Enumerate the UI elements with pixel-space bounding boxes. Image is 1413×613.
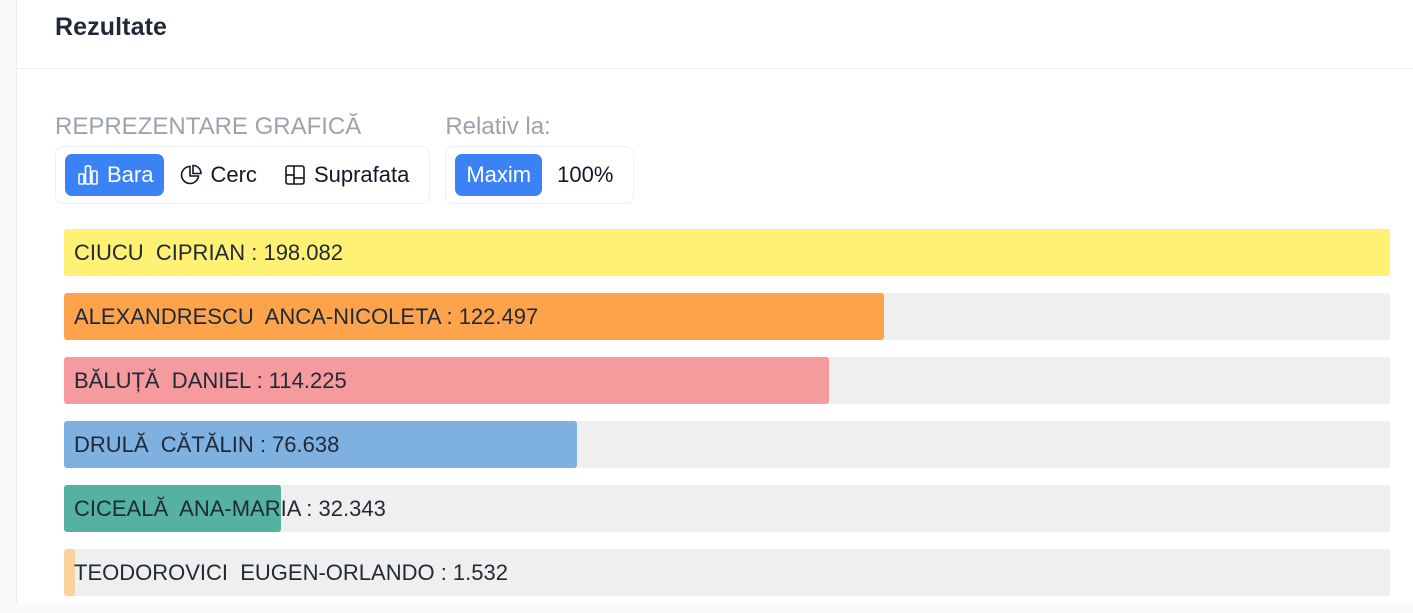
bar-row: ALEXANDRESCU ANCA-NICOLETA : 122.497	[64, 293, 1390, 340]
bar-chart-icon	[76, 163, 100, 187]
bar-view-label: Bara	[107, 162, 154, 187]
bar-fill	[64, 421, 578, 468]
card-header: Rezultate	[17, 0, 1413, 69]
bar-row: TEODOROVICI EUGEN-ORLANDO : 1.532	[64, 549, 1390, 596]
representation-toggle: Bara Cerc	[55, 146, 431, 204]
relative-toggle: Maxim 100%	[445, 146, 635, 204]
bar-row: BĂLUȚĂ DANIEL : 114.225	[64, 357, 1390, 404]
bar-fill	[64, 549, 75, 596]
bar-row: CICEALĂ ANA-MARIA : 32.343	[64, 485, 1390, 532]
bar-label: DRULĂ CĂTĂLIN : 76.638	[74, 432, 340, 457]
treemap-icon	[283, 163, 307, 187]
pie-chart-icon	[179, 163, 203, 187]
bar-label: TEODOROVICI EUGEN-ORLANDO : 1.532	[74, 560, 508, 585]
bar-fill	[64, 293, 885, 340]
bar-fill	[64, 229, 1390, 276]
relative-max-button[interactable]: Maxim	[455, 154, 543, 196]
bar-row: DRULĂ CĂTĂLIN : 76.638	[64, 421, 1390, 468]
treemap-view-label: Suprafata	[313, 162, 410, 187]
relative-label: Relativ la:	[445, 113, 551, 140]
bar-label: CIUCU CIPRIAN : 198.082	[74, 240, 343, 265]
representation-label: REPREZENTARE GRAFICĂ	[55, 113, 362, 140]
pie-view-label: Cerc	[210, 162, 257, 187]
relative-group: Relativ la: Maxim 100%	[445, 112, 635, 204]
bar-view-button[interactable]: Bara	[65, 154, 165, 196]
page-title: Rezultate	[55, 13, 168, 41]
pie-view-button[interactable]: Cerc	[168, 154, 267, 196]
results-card: Rezultate REPREZENTARE GRAFICĂ Bara	[16, 0, 1413, 603]
bar-label: BĂLUȚĂ DANIEL : 114.225	[74, 368, 347, 393]
treemap-view-button[interactable]: Suprafata	[272, 154, 420, 196]
bar-fill	[64, 485, 281, 532]
bar-fill	[64, 357, 829, 404]
representation-group: REPREZENTARE GRAFICĂ Bara	[55, 112, 431, 204]
results-bar-chart: CIUCU CIPRIAN : 198.082 ALEXANDRESCU ANCA…	[64, 229, 1390, 613]
relative-100-button[interactable]: 100%	[557, 162, 614, 187]
chart-controls: REPREZENTARE GRAFICĂ Bara	[55, 112, 635, 204]
bar-row: CIUCU CIPRIAN : 198.082	[64, 229, 1390, 276]
bar-label: ALEXANDRESCU ANCA-NICOLETA : 122.497	[74, 304, 539, 329]
bar-label: CICEALĂ ANA-MARIA : 32.343	[74, 496, 386, 521]
